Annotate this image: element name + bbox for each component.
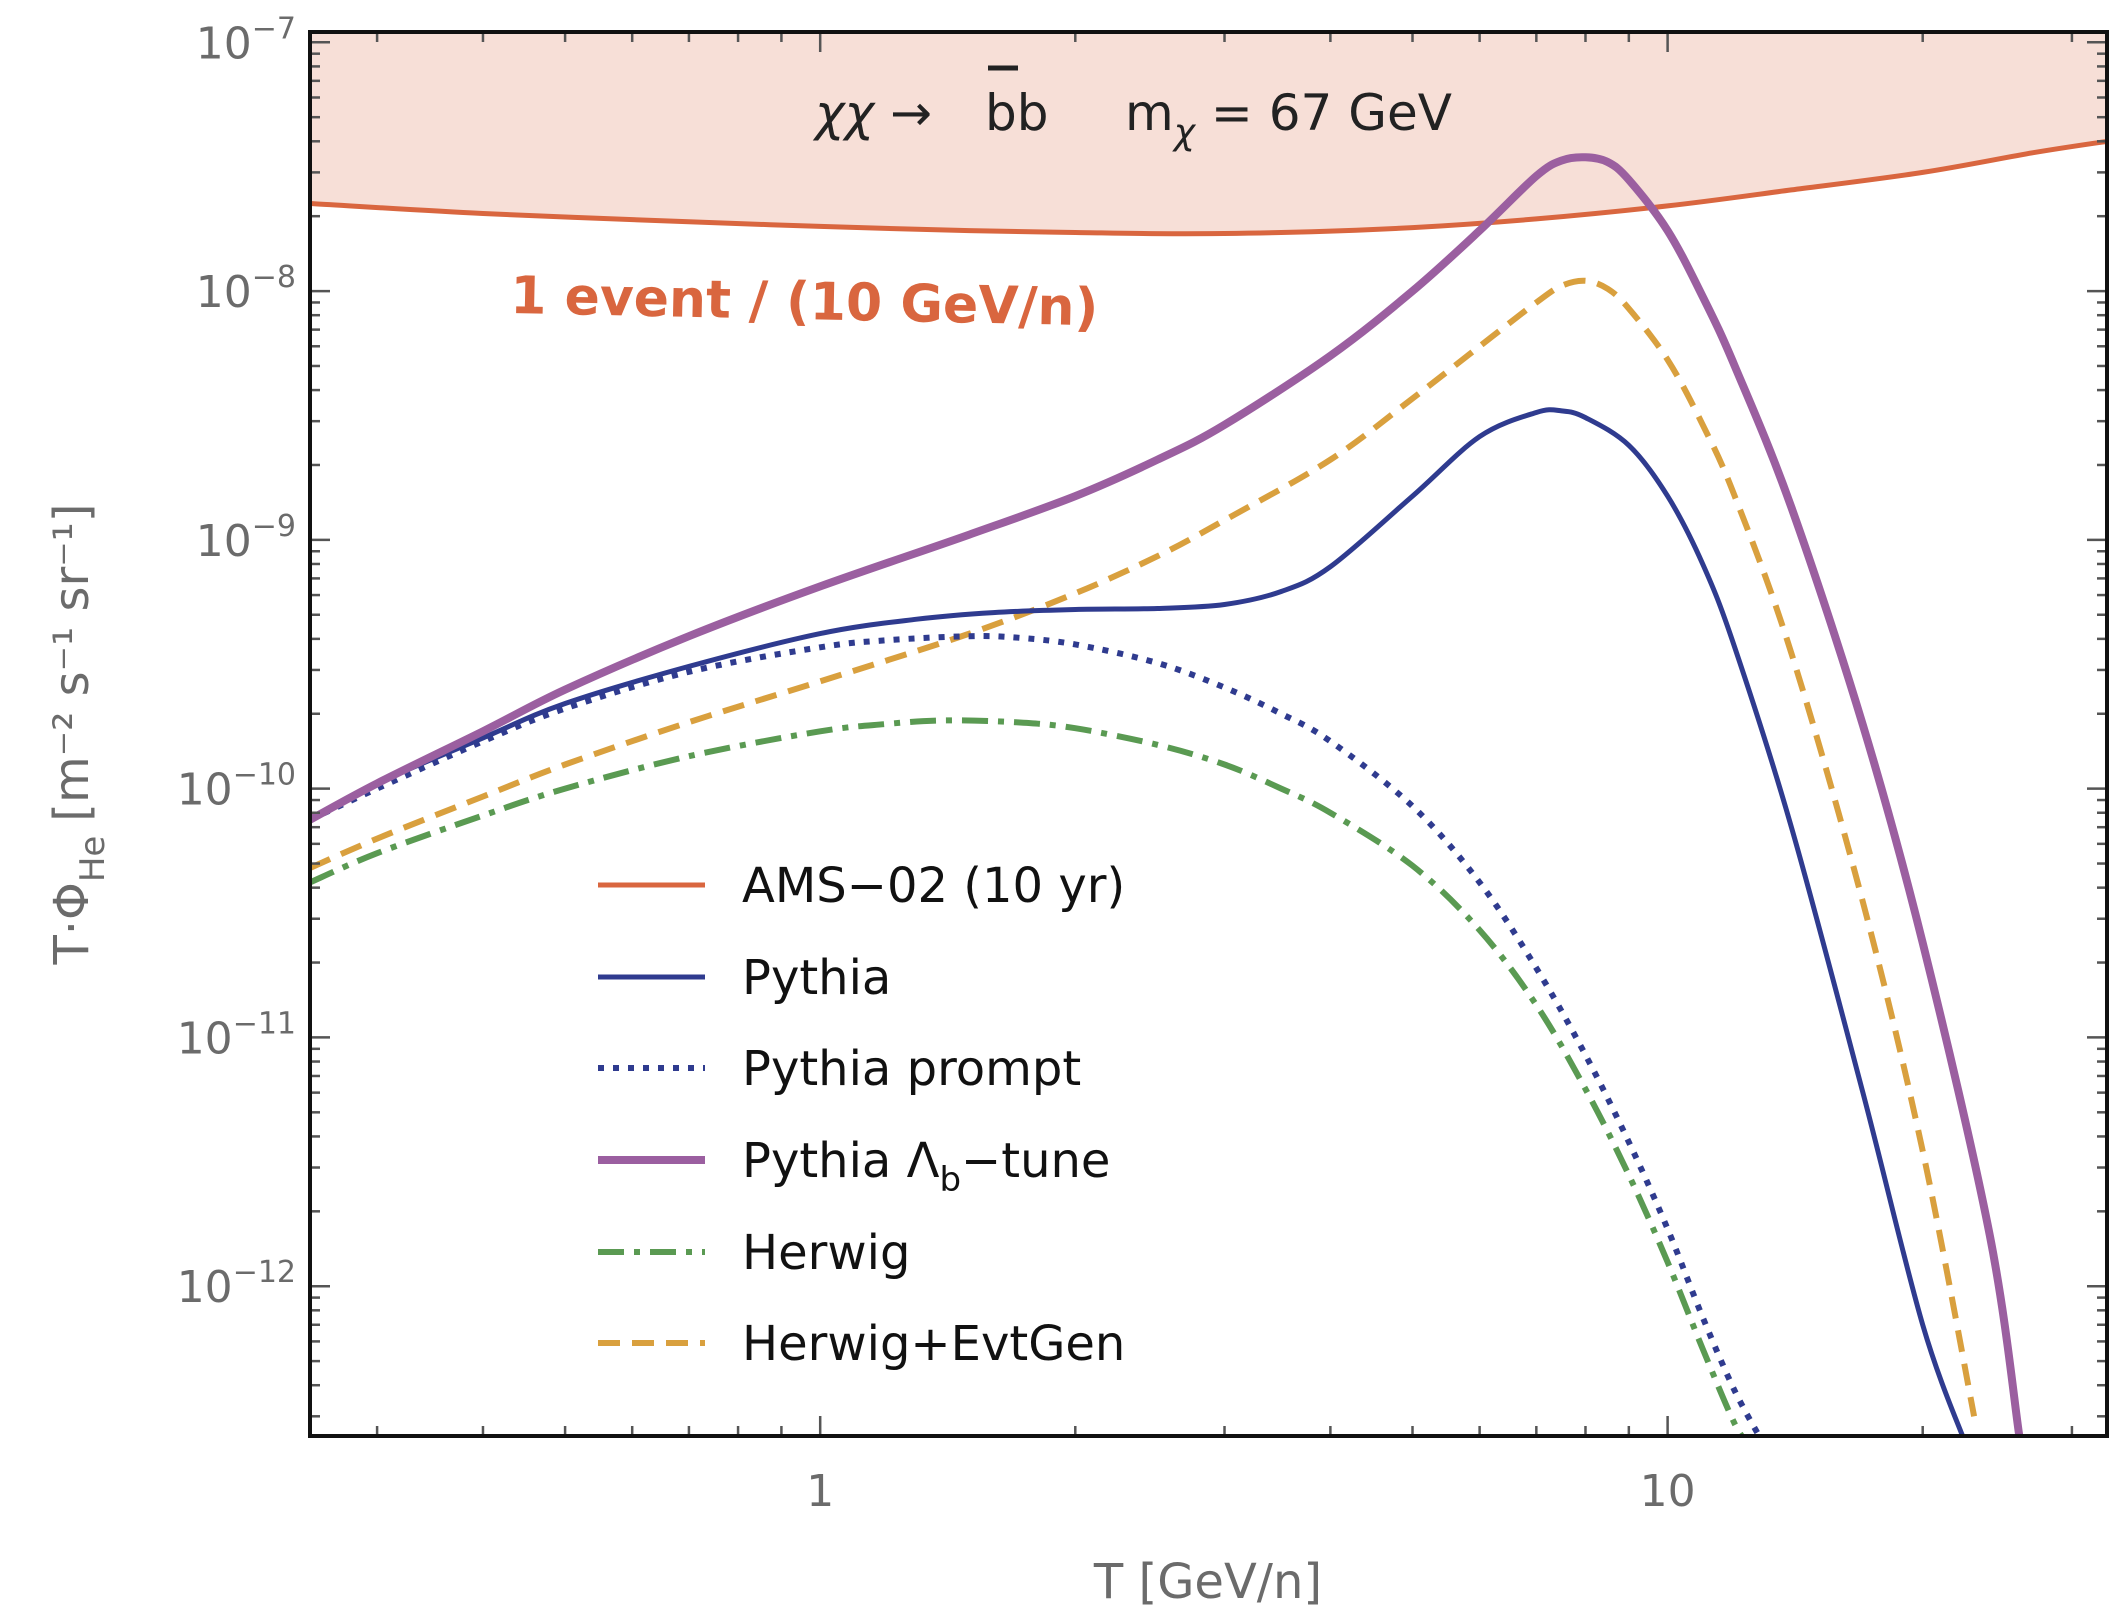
y-axis-label-main: T·Φ — [44, 882, 100, 965]
y-tick-label: 10−10 — [177, 758, 296, 816]
legend: AMS−02 (10 yr) Pythia Pythia prompt Pyth… — [598, 858, 1125, 1372]
ticks: 1 10 10−7 10−8 10−9 10−10 10−11 10−12 — [177, 11, 2107, 1517]
mass-subscript: χ — [1172, 112, 1197, 153]
legend-label-pythia: Pythia — [742, 950, 891, 1006]
legend-label-herwig: Herwig — [742, 1225, 910, 1281]
legend-label-pythia-prompt: Pythia prompt — [742, 1041, 1081, 1097]
svg-text:T·ΦHe[m⁻² s⁻¹ sr⁻¹]: T·ΦHe [m⁻² s⁻¹ sr⁻¹] — [44, 503, 113, 965]
series-pythia-lb-tune — [310, 153, 2024, 1436]
mass-label: mχ = 67 GeV — [1125, 84, 1452, 153]
y-tick-label: 10−9 — [196, 509, 296, 567]
x-tick-label: 1 — [806, 1466, 834, 1517]
series-layer — [310, 138, 2107, 1436]
process-right: bb — [985, 84, 1048, 142]
x-axis-label: T [GeV/n] — [1093, 1554, 1322, 1610]
legend-label-pythia-lb: Pythia Λb−tune — [742, 1133, 1110, 1200]
mass-symbol: m — [1125, 84, 1174, 142]
process-annotation: χχ → bb mχ = 67 GeV — [812, 65, 1452, 153]
series-herwig — [310, 717, 1746, 1436]
legend-label-herwig-evtgen: Herwig+EvtGen — [742, 1316, 1125, 1372]
y-tick-label: 10−7 — [196, 11, 296, 69]
x-tick-label: 10 — [1640, 1466, 1696, 1517]
series-herwig-evtgen — [310, 277, 1978, 1417]
legend-label-ams: AMS−02 (10 yr) — [742, 858, 1125, 914]
y-axis-label-sub: He — [73, 836, 113, 882]
y-axis-label-units: [m⁻² s⁻¹ sr⁻¹] — [44, 503, 100, 821]
y-tick-label: 10−11 — [177, 1006, 296, 1064]
y-axis-label: T·ΦHe [m⁻² s⁻¹ sr⁻¹] — [44, 503, 113, 965]
sensitivity-label: 1 event / (10 GeV/n) — [510, 266, 1099, 338]
mass-value: = 67 GeV — [1195, 84, 1452, 142]
y-tick-label: 10−8 — [196, 260, 296, 318]
plot-background — [310, 32, 2107, 1436]
sensitivity-region — [310, 32, 2107, 234]
plot-frame — [308, 30, 2109, 1438]
series-ams02 — [310, 138, 2107, 237]
process-left: χχ → — [812, 84, 932, 142]
sensitivity-fill — [310, 32, 2107, 234]
y-tick-label: 10−12 — [177, 1255, 296, 1313]
series-pythia — [310, 407, 1966, 1436]
